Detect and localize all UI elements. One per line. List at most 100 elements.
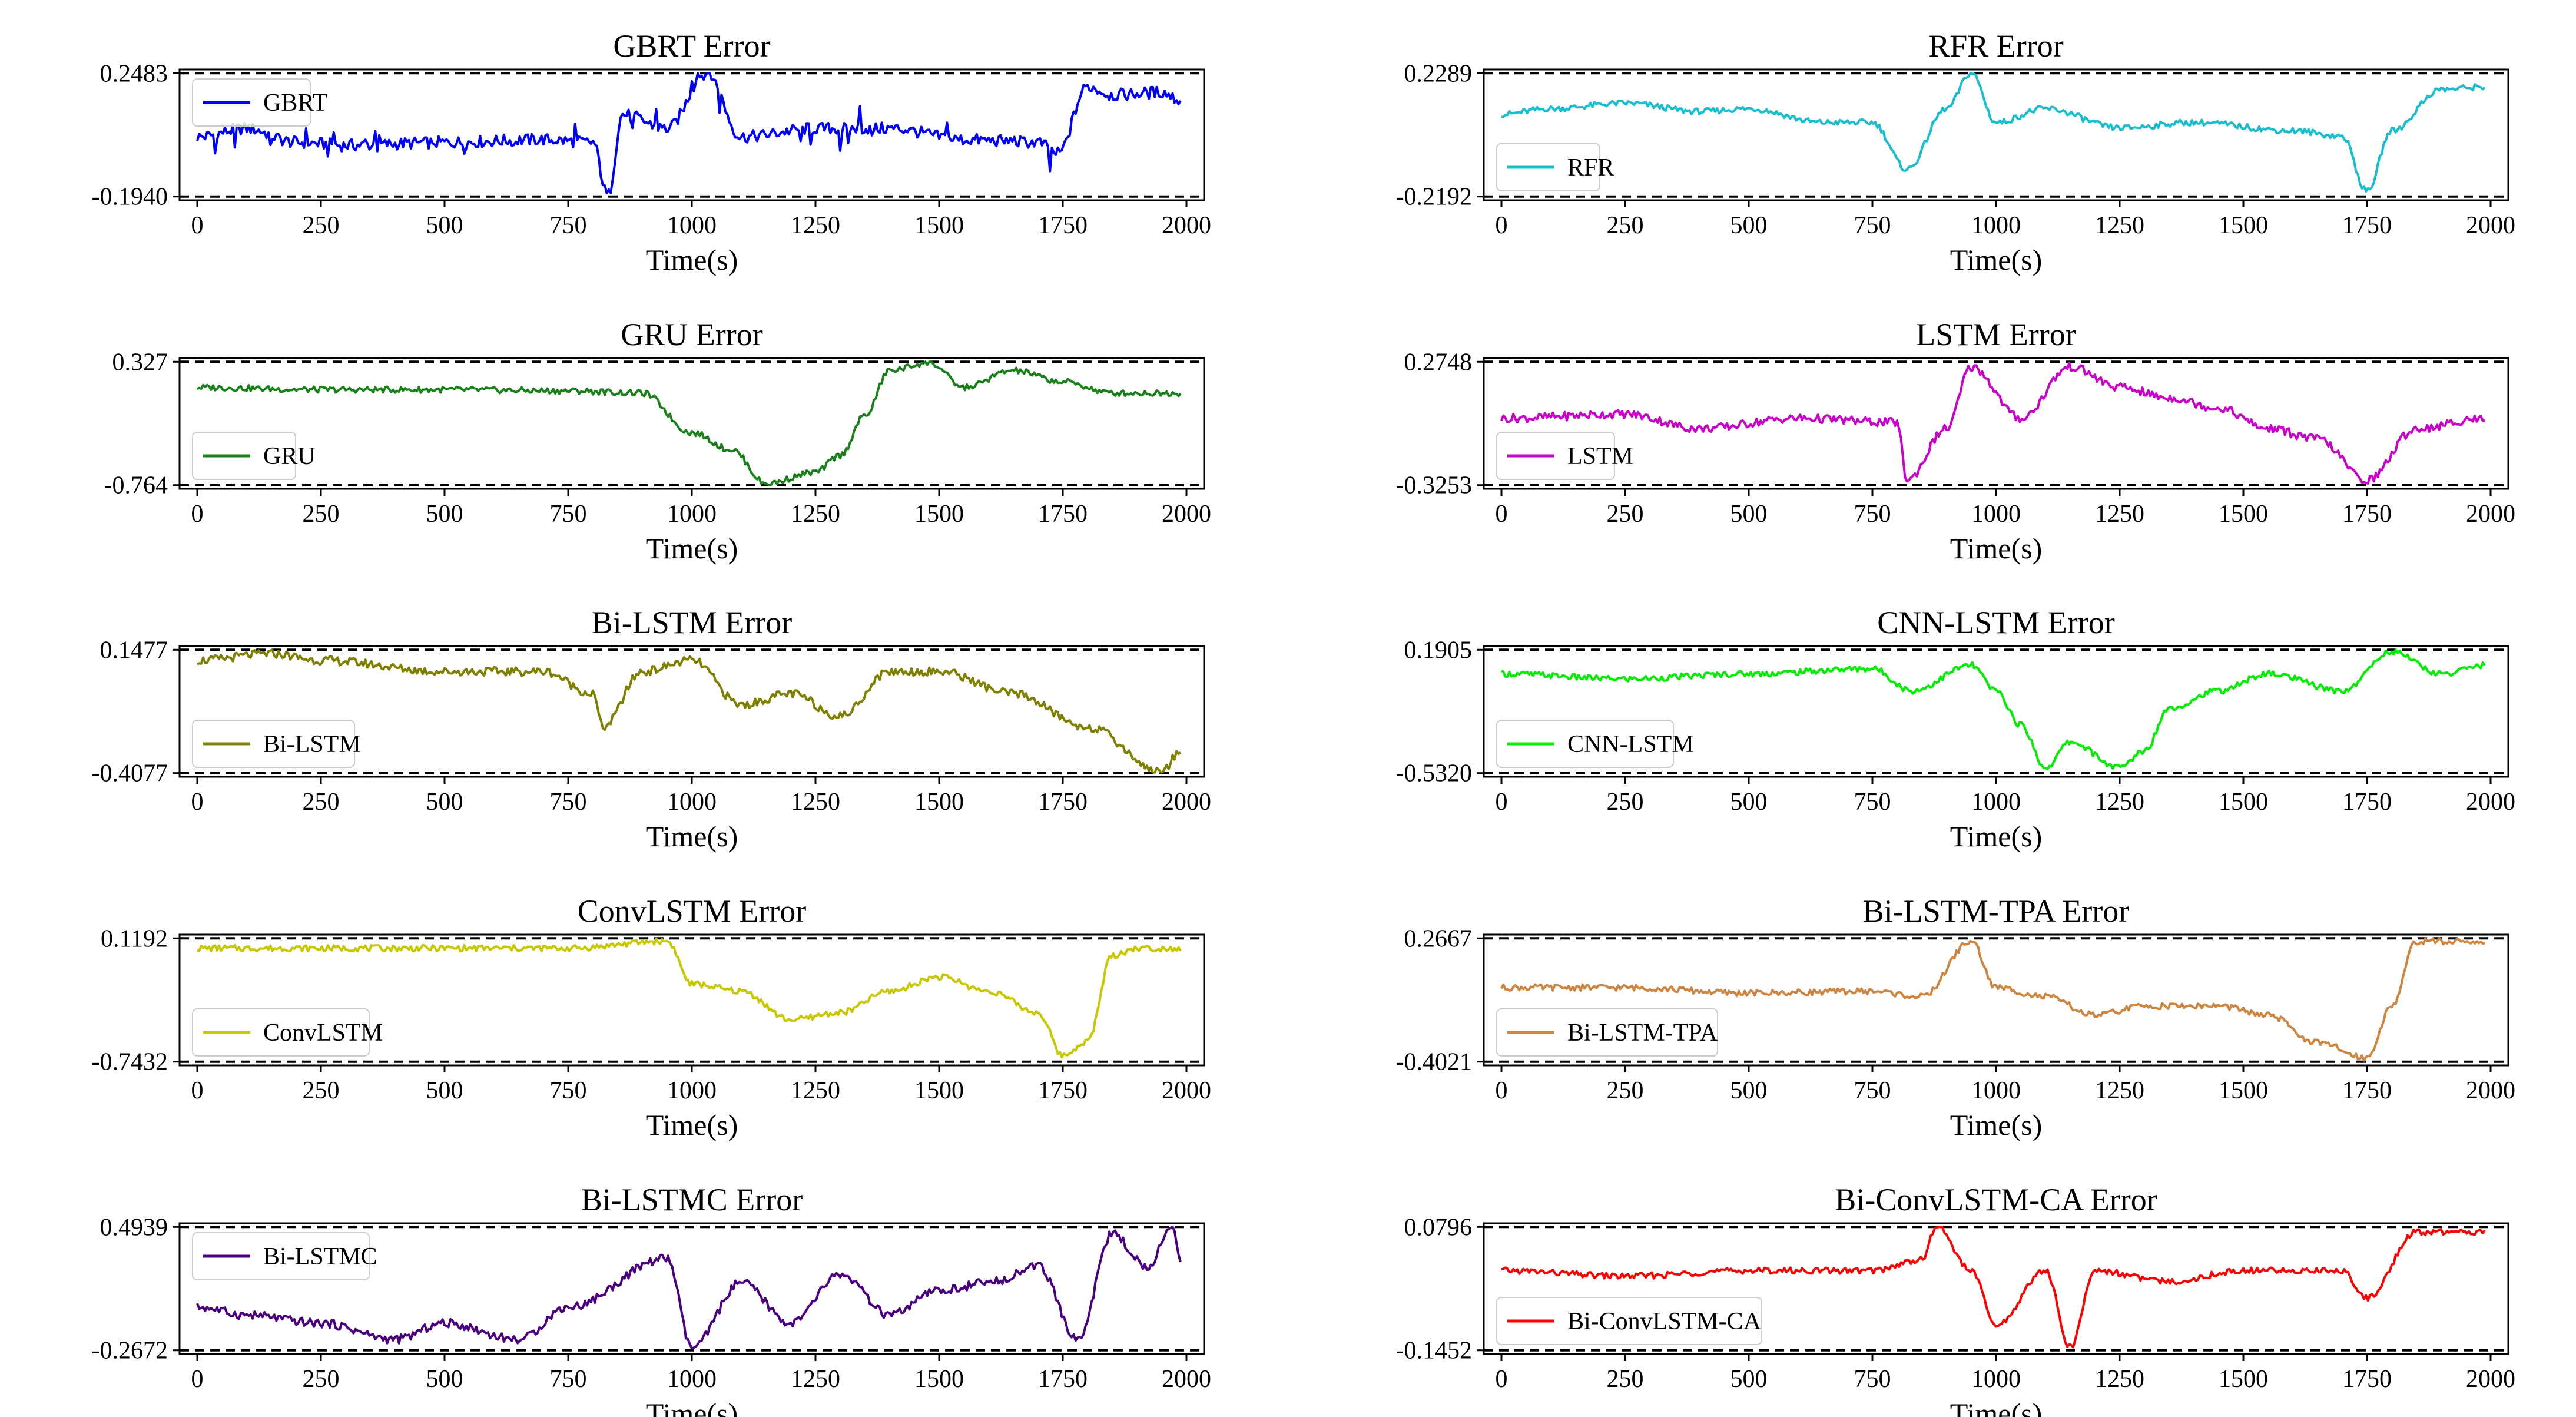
x-tick-label: 1500 (914, 1077, 964, 1104)
x-axis-label: Time(s) (646, 1108, 738, 1141)
x-tick-label: 250 (1607, 789, 1644, 816)
subplot-5: CNN-LSTM Error 0.1905 -0.5320 0 250 500 750 100… (1396, 605, 2516, 853)
x-tick-label: 0 (191, 789, 204, 816)
x-tick-label: 250 (303, 789, 340, 816)
y-tick-label: 0.327 (112, 349, 168, 376)
legend: RFR (1496, 143, 1614, 191)
subplot-title: RFR Error (1928, 28, 2064, 64)
legend: LSTM (1496, 432, 1633, 480)
x-tick-label: 250 (1607, 1077, 1644, 1104)
x-tick-label: 0 (1496, 789, 1508, 816)
legend-label: GRU (263, 443, 316, 470)
x-tick-label: 250 (1607, 1366, 1644, 1393)
x-tick-label: 2000 (1162, 501, 1211, 528)
x-tick-label: 1000 (667, 789, 717, 816)
y-tick-label: -0.4077 (92, 760, 168, 787)
x-tick-label: 1500 (914, 501, 964, 528)
y-tick-label: 0.0796 (1404, 1214, 1473, 1241)
x-tick-label: 750 (550, 1077, 587, 1104)
legend: Bi-ConvLSTM-CA (1496, 1297, 1762, 1345)
legend-label: Bi-LSTM (263, 731, 361, 758)
x-tick-label: 1250 (791, 789, 840, 816)
x-tick-label: 1750 (1038, 789, 1088, 816)
y-tick-label: -0.2192 (1396, 184, 1473, 211)
x-tick-label: 500 (1730, 789, 1768, 816)
x-tick-label: 500 (426, 212, 463, 239)
x-tick-label: 1500 (2219, 1366, 2268, 1393)
x-tick-label: 1000 (1971, 789, 2021, 816)
x-tick-label: 2000 (1162, 1077, 1211, 1104)
x-tick-label: 1000 (1971, 212, 2021, 239)
y-tick-label: -0.3253 (1396, 472, 1473, 499)
x-tick-label: 1750 (2342, 212, 2392, 239)
x-tick-label: 500 (1730, 212, 1768, 239)
error-series-line (197, 360, 1182, 486)
subplot-1: RFR Error 0.2289 -0.2192 0 250 500 750 1000 1250… (1396, 28, 2516, 276)
error-series-line (1500, 362, 2485, 485)
x-tick-label: 500 (1730, 1077, 1768, 1104)
x-axis-label: Time(s) (1950, 820, 2043, 853)
x-tick-label: 500 (426, 501, 463, 528)
x-tick-label: 1500 (2219, 1077, 2268, 1104)
x-tick-label: 1500 (914, 1366, 964, 1393)
error-series-line (196, 1226, 1182, 1350)
legend-label: RFR (1567, 154, 1614, 181)
y-tick-label: 0.4939 (100, 1214, 168, 1241)
x-tick-label: 1250 (2095, 1077, 2144, 1104)
x-tick-label: 0 (1496, 212, 1508, 239)
y-tick-label: -0.5320 (1396, 760, 1473, 787)
legend-box (1496, 432, 1615, 480)
x-tick-label: 1250 (2095, 501, 2144, 528)
legend-box (192, 78, 311, 127)
x-tick-label: 1250 (791, 1077, 840, 1104)
x-tick-label: 750 (1854, 212, 1891, 239)
x-tick-label: 2000 (1162, 789, 1211, 816)
x-tick-label: 250 (303, 1366, 340, 1393)
x-tick-label: 1250 (791, 1366, 840, 1393)
x-tick-label: 1250 (791, 212, 840, 239)
legend-label: Bi-LSTMC (263, 1243, 377, 1270)
y-tick-label: 0.1192 (101, 925, 168, 952)
x-axis-label: Time(s) (1950, 532, 2043, 565)
x-tick-label: 500 (1730, 1366, 1768, 1393)
legend-box (192, 720, 355, 768)
legend-box (1496, 1008, 1718, 1057)
x-tick-label: 750 (1854, 501, 1891, 528)
subplot-0: GBRT Error 0.2483 -0.1940 0 250 500 750 1000 125… (92, 28, 1212, 276)
legend-box (192, 1232, 370, 1280)
y-tick-label: -0.2672 (92, 1337, 168, 1365)
x-tick-label: 2000 (1162, 212, 1211, 239)
x-tick-label: 750 (550, 501, 587, 528)
x-tick-label: 1750 (1038, 1077, 1088, 1104)
x-tick-label: 250 (303, 1077, 340, 1104)
y-tick-label: -0.1452 (1396, 1337, 1473, 1365)
x-tick-label: 750 (1854, 789, 1891, 816)
x-tick-label: 750 (1854, 1366, 1891, 1393)
y-tick-label: 0.2748 (1404, 349, 1473, 376)
x-tick-label: 250 (1607, 501, 1644, 528)
x-tick-label: 1750 (1038, 212, 1088, 239)
legend: CNN-LSTM (1496, 720, 1694, 768)
error-series-line (1501, 648, 2486, 770)
error-series-line (1500, 937, 2485, 1062)
y-tick-label: -0.764 (104, 472, 168, 499)
x-tick-label: 1500 (914, 789, 964, 816)
x-tick-label: 0 (191, 212, 204, 239)
x-tick-label: 1750 (1038, 1366, 1088, 1393)
x-tick-label: 250 (303, 212, 340, 239)
x-tick-label: 750 (550, 789, 587, 816)
x-tick-label: 1250 (2095, 1366, 2144, 1393)
error-series-line (196, 72, 1182, 194)
subplot-6: ConvLSTM Error 0.1192 -0.7432 0 250 500 750 100… (92, 893, 1212, 1141)
subplot-9: Bi-ConvLSTM-CA Error 0.0796 -0.1452 0 250 500… (1396, 1182, 2516, 1417)
x-tick-label: 750 (550, 212, 587, 239)
x-tick-label: 1750 (2342, 1366, 2392, 1393)
x-tick-label: 1750 (2342, 789, 2392, 816)
subplot-title: LSTM Error (1916, 317, 2076, 352)
subplot-title: Bi-LSTM Error (592, 605, 792, 640)
x-tick-label: 1500 (914, 212, 964, 239)
legend-label: Bi-ConvLSTM-CA (1567, 1308, 1762, 1335)
subplot-title: GRU Error (621, 317, 762, 352)
x-tick-label: 250 (1607, 212, 1644, 239)
x-tick-label: 1250 (2095, 212, 2144, 239)
